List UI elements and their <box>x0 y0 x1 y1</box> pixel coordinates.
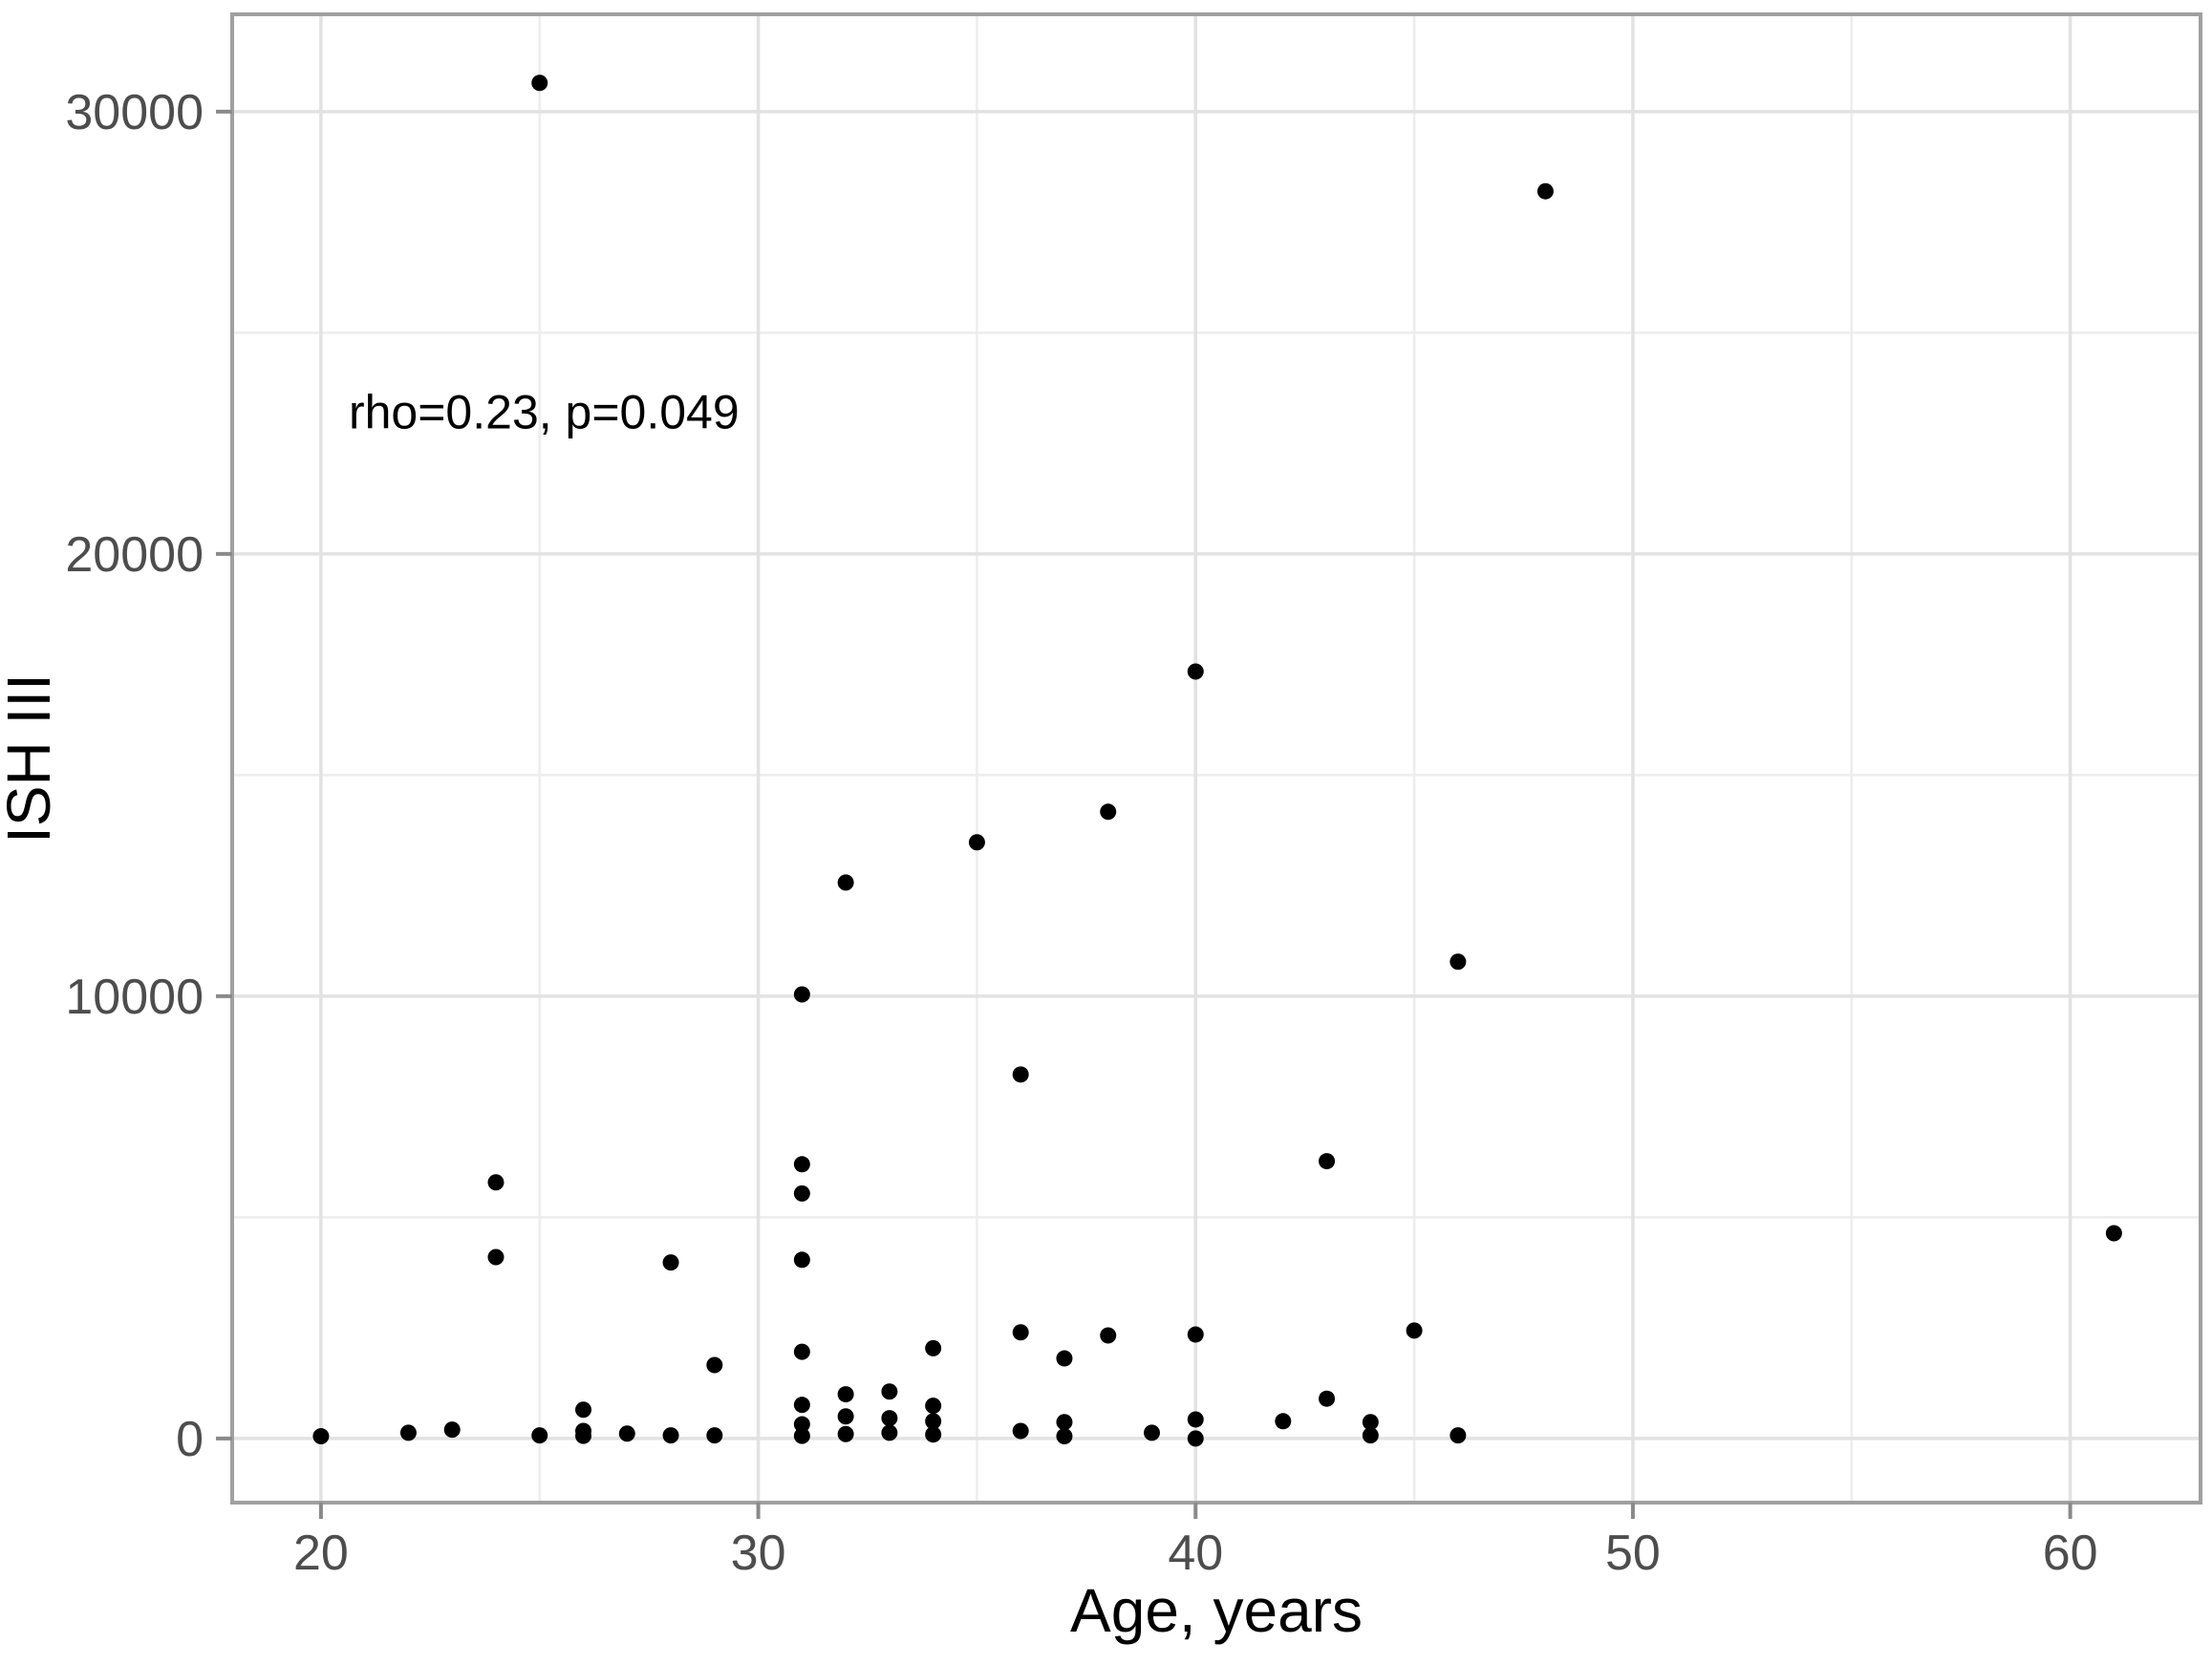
data-point <box>1319 1153 1336 1170</box>
data-point <box>2105 1225 2122 1242</box>
data-point <box>925 1339 942 1356</box>
x-axis-tick-label: 60 <box>2043 1526 2098 1581</box>
data-point <box>443 1421 461 1439</box>
data-point <box>706 1356 723 1374</box>
data-point <box>1450 1427 1467 1444</box>
data-point <box>1187 663 1204 680</box>
data-point <box>1056 1350 1073 1367</box>
data-point <box>1187 1430 1204 1447</box>
data-point <box>575 1401 592 1419</box>
data-point <box>925 1398 942 1415</box>
data-point <box>793 1343 810 1360</box>
data-point <box>575 1427 592 1444</box>
data-point <box>793 1397 810 1414</box>
data-point <box>531 1427 548 1444</box>
axis-tick-marks <box>216 109 2072 1519</box>
data-point <box>793 1416 810 1433</box>
panel-border <box>230 12 2202 1505</box>
data-point <box>1012 1422 1029 1440</box>
data-point <box>793 1251 810 1269</box>
data-point <box>881 1383 898 1400</box>
axis-tick-labels: 20 30 40 50 60 0 10000 20000 30000 <box>65 85 2097 1581</box>
data-point <box>1319 1390 1336 1407</box>
data-point <box>662 1427 679 1444</box>
data-point <box>618 1425 635 1442</box>
data-point <box>793 1427 810 1444</box>
y-axis-title: ISH III <box>0 673 63 843</box>
x-axis-title: Age, years <box>1070 1576 1363 1645</box>
data-point <box>1187 1411 1204 1428</box>
data-point <box>1362 1414 1379 1431</box>
x-axis-tick-label: 20 <box>293 1526 349 1581</box>
data-point <box>531 75 548 92</box>
x-axis-tick-label: 30 <box>731 1526 786 1581</box>
data-point <box>837 874 854 891</box>
data-point <box>1100 803 1117 821</box>
data-point <box>1100 1327 1117 1344</box>
data-point <box>968 834 985 851</box>
y-axis-tick-label: 20000 <box>65 527 204 583</box>
data-point <box>1187 1326 1204 1343</box>
data-point <box>1362 1427 1379 1444</box>
y-axis-tick-label: 0 <box>176 1412 204 1467</box>
data-point <box>487 1249 505 1266</box>
x-axis-tick-label: 50 <box>1605 1526 1661 1581</box>
data-point <box>1450 953 1467 971</box>
data-point <box>881 1424 898 1441</box>
data-point <box>662 1254 679 1271</box>
data-point <box>706 1427 723 1444</box>
data-point <box>312 1428 330 1445</box>
data-point <box>399 1424 417 1441</box>
data-point <box>837 1408 854 1425</box>
data-point <box>925 1413 942 1430</box>
major-gridlines <box>232 14 2201 1503</box>
data-point <box>1056 1428 1073 1445</box>
data-point <box>1275 1413 1292 1430</box>
data-point <box>881 1410 898 1427</box>
x-axis-tick-label: 40 <box>1168 1526 1223 1581</box>
data-point <box>1012 1066 1029 1083</box>
y-axis-tick-label: 30000 <box>65 85 204 140</box>
data-point <box>793 1156 810 1173</box>
correlation-annotation: rho=0.23, p=0.049 <box>349 386 740 439</box>
data-point <box>793 1185 810 1202</box>
data-point <box>793 986 810 1003</box>
data-point <box>1012 1324 1029 1341</box>
data-point <box>1406 1322 1423 1339</box>
data-point <box>487 1174 505 1191</box>
y-axis-tick-label: 10000 <box>65 970 204 1025</box>
data-point <box>1143 1424 1160 1441</box>
data-point <box>837 1386 854 1403</box>
data-point <box>1056 1414 1073 1431</box>
data-points-layer <box>312 75 2122 1447</box>
data-point <box>925 1426 942 1443</box>
data-point <box>837 1425 854 1442</box>
data-point <box>1536 182 1554 200</box>
minor-gridlines <box>232 14 2201 1503</box>
